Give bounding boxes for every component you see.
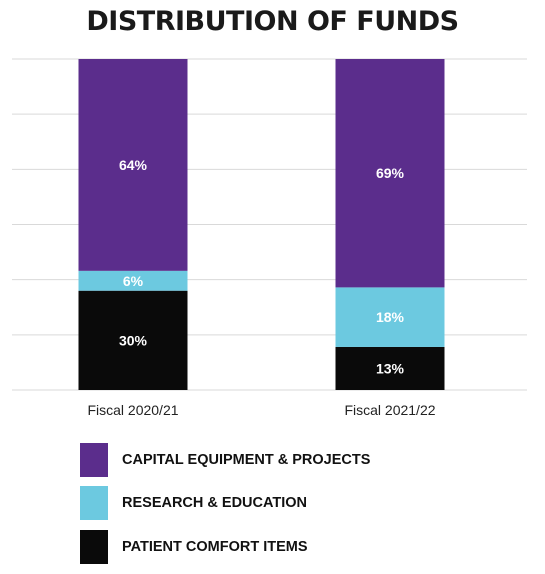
bar-value-label: 6% — [123, 273, 144, 289]
bar-segment — [78, 270, 188, 291]
x-tick-label: Fiscal 2021/22 — [344, 402, 435, 418]
legend-label-patient-comfort: PATIENT COMFORT ITEMS — [122, 539, 308, 555]
stacked-bar-chart: 30%6%64%13%18%69% Fiscal 2020/21 Fiscal 2… — [12, 58, 527, 418]
bar-segment — [78, 59, 188, 271]
chart-title: DISTRIBUTION OF FUNDS — [86, 6, 459, 37]
bar-segment — [78, 290, 188, 390]
legend-label-capital-equipment: CAPITAL EQUIPMENT & PROJECTS — [122, 452, 371, 468]
bar-segment — [335, 346, 445, 390]
bar-value-label: 13% — [376, 360, 405, 376]
bar-value-label: 69% — [376, 165, 405, 181]
x-axis-tick-labels: Fiscal 2020/21 Fiscal 2021/22 — [87, 402, 435, 418]
legend-label-research-education: RESEARCH & EDUCATION — [122, 495, 308, 511]
bar-value-label: 18% — [376, 309, 405, 325]
legend-swatch-capital-equipment — [80, 443, 108, 477]
bars: 30% 6% 64% 13% 18% 69% — [78, 59, 445, 390]
legend-swatch-research-education — [80, 486, 108, 520]
x-tick-label: Fiscal 2020/21 — [87, 402, 178, 418]
legend-swatch-patient-comfort — [80, 530, 108, 564]
bar-segment — [335, 287, 445, 347]
bar-segment — [335, 59, 445, 288]
bar-value-label: 30% — [119, 332, 148, 348]
bar-value-label: 64% — [119, 157, 148, 173]
